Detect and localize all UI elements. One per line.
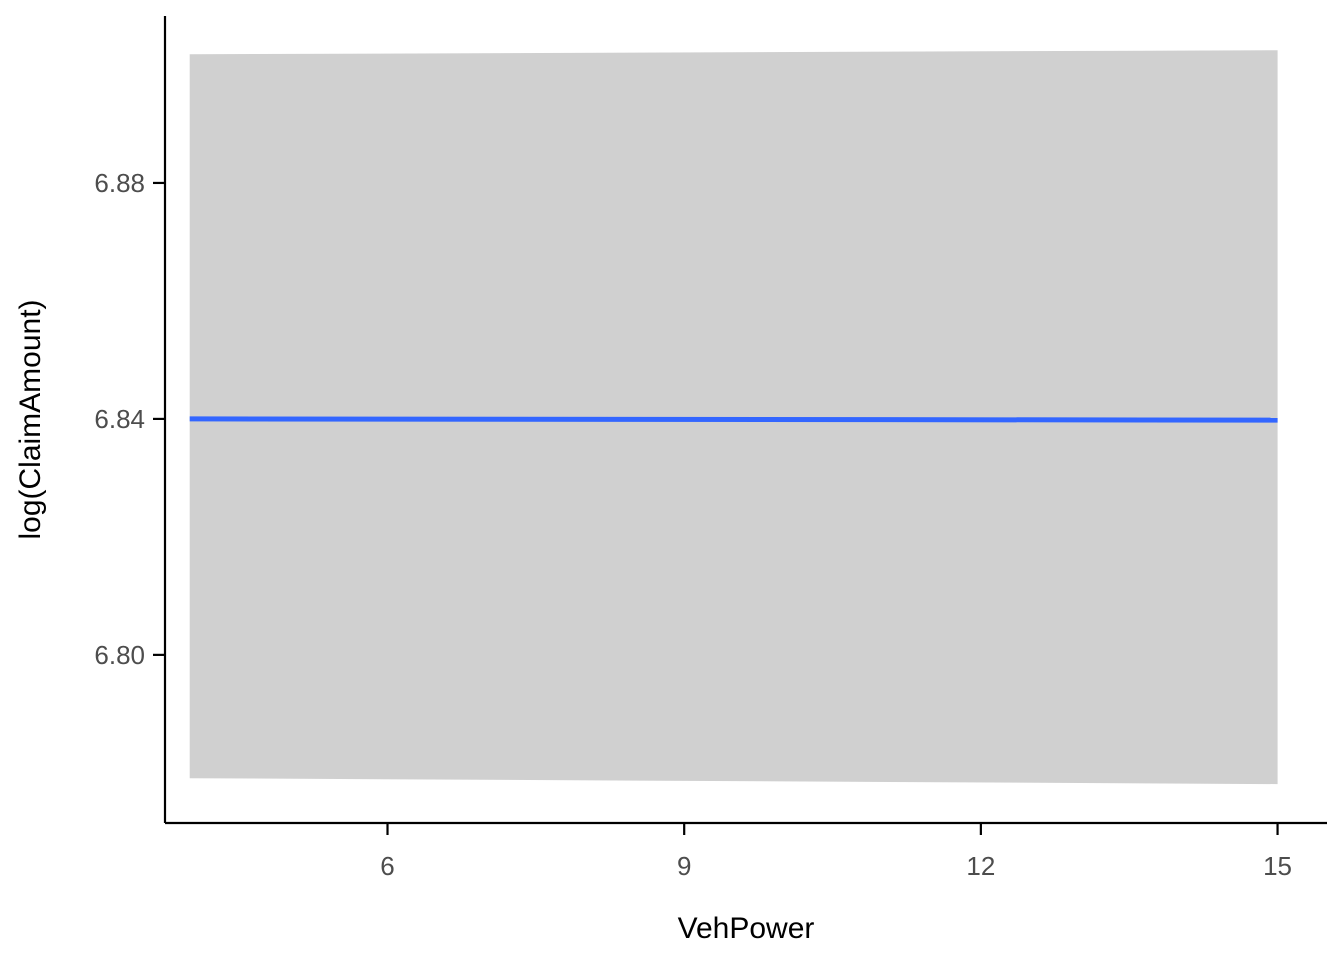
x-tick-label: 6 [380,851,394,881]
y-axis-title: log(ClaimAmount) [14,299,47,539]
x-tick-label: 15 [1263,851,1292,881]
x-tick-label: 12 [966,851,995,881]
y-tick-label: 6.80 [94,640,145,670]
x-axis-title: VehPower [678,912,815,945]
fitted-line [189,416,1278,423]
x-tick-label: 9 [677,851,691,881]
y-axis-ticks: 6.80 6.84 6.88 [94,168,165,670]
x-axis-ticks: 6 9 12 15 [380,823,1292,881]
series-line-layer [189,416,1278,423]
y-tick-label: 6.88 [94,168,145,198]
y-tick-label: 6.84 [94,404,145,434]
